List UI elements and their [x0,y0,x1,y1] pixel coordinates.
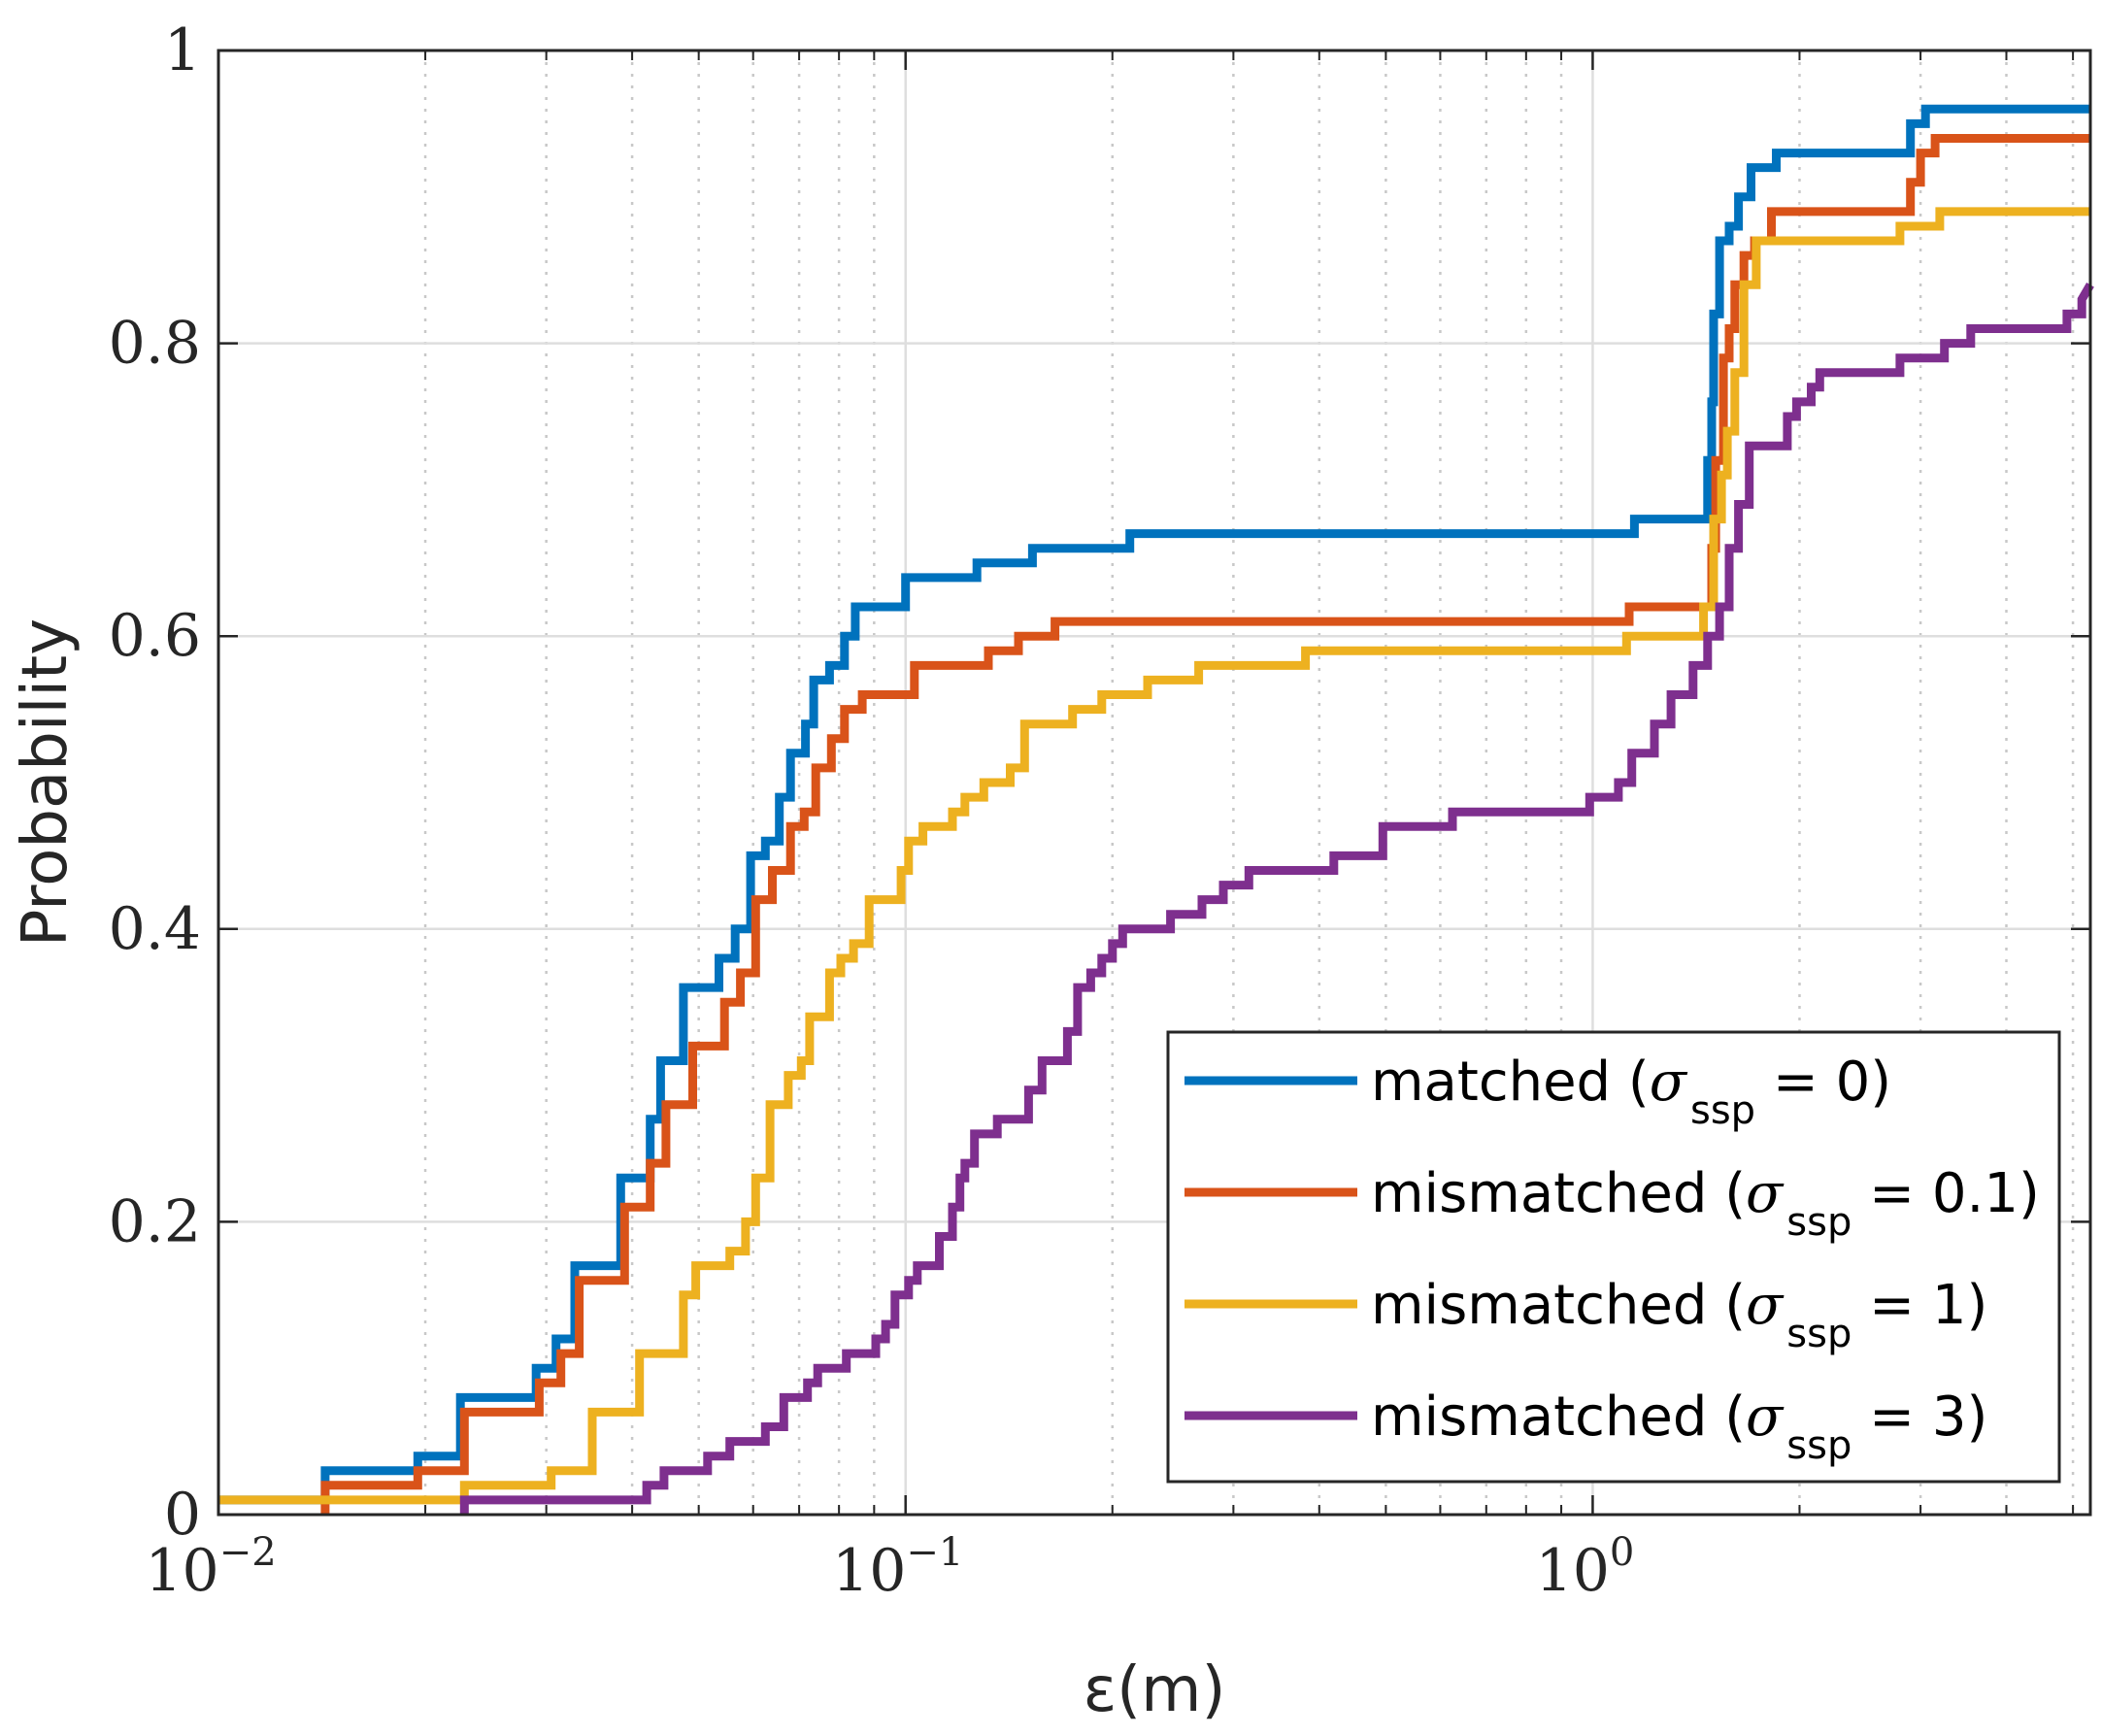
x-axis-label: ε(m) [1084,1654,1226,1726]
x-tick-label: 10−1 [832,1530,963,1605]
y-tick-label: 0.6 [109,602,201,670]
y-tick-label: 1 [164,17,201,84]
series-line-1 [218,104,2090,1505]
y-tick-label: 0.8 [109,310,201,378]
legend: matched (σ ssp = 0) mismatched (σ ssp = 0.1… [1166,1030,2061,1484]
y-tick-label: 0 [164,1481,201,1549]
x-tick-label: 10−2 [145,1530,276,1605]
x-tick-label: 100 [1536,1530,1635,1605]
legend-box [1166,1030,2061,1484]
series-line-4 [459,283,2094,1515]
legend-label-3: mismatched (σ ssp = 1) [1371,1274,1987,1356]
axis-ticks: 10−2 10−1 100 0 0.2 0.4 0.6 0.8 1 [109,17,2090,1605]
y-tick-label: 0.2 [109,1187,201,1255]
plot-frame [217,49,2092,1517]
legend-label-2: mismatched (σ ssp = 0.1) [1371,1162,2040,1245]
legend-label-1: matched (σ ssp = 0) [1371,1051,1891,1133]
series-lines [218,104,2094,1515]
legend-label-4: mismatched (σ ssp = 3) [1371,1385,1987,1468]
series-line-3 [218,207,2090,1505]
y-tick-label: 0.4 [109,895,201,963]
y-axis-label: Probability [10,618,82,947]
